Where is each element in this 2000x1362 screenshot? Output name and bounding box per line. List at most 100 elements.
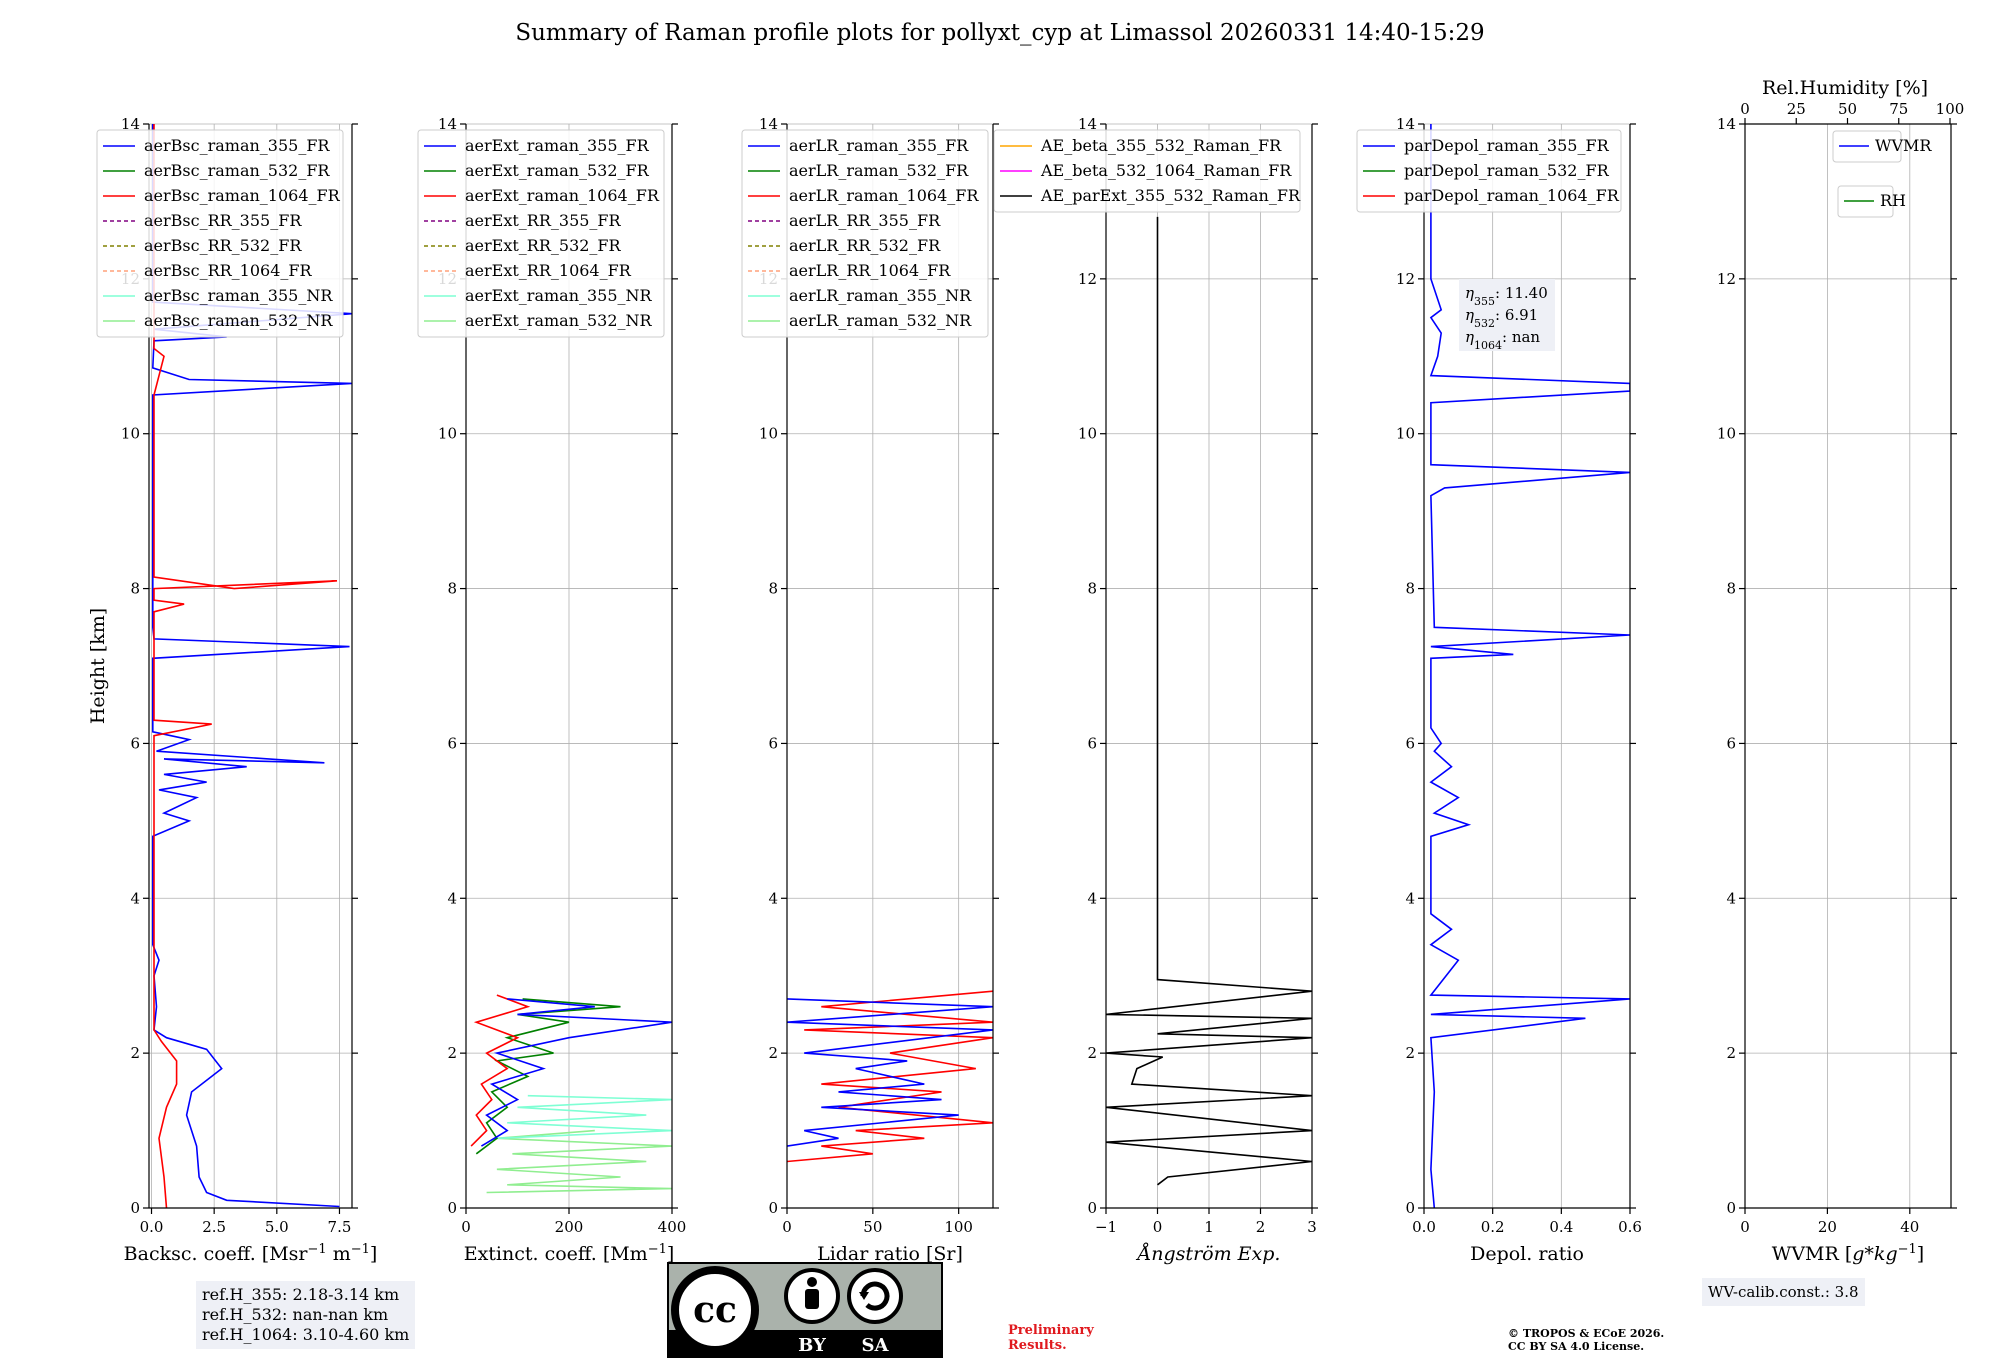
y-tick-label: 8 — [1405, 580, 1415, 598]
top-x-tick-label: 0 — [1740, 100, 1750, 118]
y-tick-label: 14 — [438, 115, 457, 133]
y-tick-label: 14 — [1078, 115, 1097, 133]
y-tick-label: 10 — [1717, 425, 1736, 443]
x-tick-label: 5.0 — [265, 1218, 289, 1236]
y-tick-label: 10 — [438, 425, 457, 443]
y-tick-label: 6 — [1726, 734, 1736, 752]
y-tick-label: 10 — [121, 425, 140, 443]
eta-label: η355: 11.40 — [1465, 284, 1548, 308]
panel-lidar_ratio: 02468101214050100Lidar ratio [Sr]aerLR_r… — [741, 115, 999, 1265]
copyright-line1: © TROPOS & ECoE 2026. — [1508, 1327, 1665, 1340]
x-axis-label: Lidar ratio [Sr] — [817, 1243, 963, 1265]
legend-label: aerBsc_raman_532_FR — [144, 161, 330, 180]
y-tick-label: 12 — [1078, 270, 1097, 288]
y-tick-label: 10 — [1396, 425, 1415, 443]
cc-by-sa-badge: cc BY SA — [667, 1262, 943, 1358]
y-tick-label: 0 — [768, 1199, 778, 1217]
x-tick-label: 0.0 — [140, 1218, 164, 1236]
x-tick-label: 40 — [1900, 1218, 1919, 1236]
y-tick-label: 6 — [1087, 734, 1097, 752]
legend-label: WVMR — [1875, 136, 1932, 155]
series-aerExt_raman_1064_FR — [470, 994, 531, 1147]
badge-sa-label: SA — [862, 1335, 890, 1356]
y-tick-label: 2 — [1405, 1044, 1415, 1062]
legend-label: parDepol_raman_532_FR — [1404, 161, 1610, 180]
x-axis-label: Extinct. coeff. [Mm−1] — [464, 1242, 675, 1266]
x-tick-label: 20 — [1818, 1218, 1837, 1236]
y-tick-label: 8 — [1087, 580, 1097, 598]
x-tick-label: 50 — [863, 1218, 882, 1236]
x-axis-label: WVMR [g*kg−1] — [1772, 1242, 1924, 1266]
y-tick-label: 2 — [1726, 1044, 1736, 1062]
cc-logo-text: cc — [693, 1289, 737, 1331]
y-tick-label: 4 — [1087, 889, 1097, 907]
series-aerBsc_raman_355_FR — [151, 124, 352, 1208]
legend-label: aerExt_raman_355_NR — [465, 286, 653, 305]
ref-height-1064: ref.H_1064: 3.10-4.60 km — [202, 1325, 410, 1344]
copyright-line2: CC BY SA 4.0 License. — [1508, 1340, 1645, 1353]
y-tick-label: 10 — [759, 425, 778, 443]
series-aerLR_raman_355_FR — [787, 998, 993, 1147]
legend-label: aerLR_raman_532_NR — [789, 311, 972, 330]
top-x-tick-label: 25 — [1787, 100, 1806, 118]
x-tick-label: 0.2 — [1481, 1218, 1505, 1236]
panel-extinction: 024681012140200400Extinct. coeff. [Mm−1]… — [417, 115, 686, 1266]
legend-box — [993, 129, 1301, 213]
legend-label: aerLR_raman_532_FR — [789, 161, 969, 180]
eta-label: η532: 6.91 — [1465, 306, 1538, 330]
y-tick-label: 14 — [759, 115, 778, 133]
y-tick-label: 8 — [447, 580, 457, 598]
legend-label: aerExt_raman_1064_FR — [465, 186, 660, 205]
y-tick-label: 6 — [1405, 734, 1415, 752]
legend-label: aerBsc_raman_355_NR — [144, 286, 333, 305]
x-tick-label: 100 — [944, 1218, 973, 1236]
legend-label: aerExt_raman_532_NR — [465, 311, 653, 330]
legend-label: aerBsc_RR_355_FR — [144, 211, 302, 230]
preliminary-line1: Preliminary — [1008, 1323, 1094, 1338]
legend-label: aerLR_RR_355_FR — [789, 211, 941, 230]
legend-label: aerExt_raman_355_FR — [465, 136, 650, 155]
legend-box — [417, 129, 665, 338]
legend-label: aerLR_raman_355_NR — [789, 286, 972, 305]
legend-label: aerExt_RR_1064_FR — [465, 261, 632, 280]
x-axis-label: Depol. ratio — [1470, 1243, 1584, 1265]
x-axis-label: Backsc. coeff. [Msr−1 m−1] — [124, 1242, 378, 1266]
y-tick-label: 4 — [1726, 889, 1736, 907]
y-tick-label: 4 — [1405, 889, 1415, 907]
figure-title: Summary of Raman profile plots for polly… — [515, 20, 1485, 46]
legend-label: RH — [1880, 191, 1906, 210]
top-x-tick-label: 75 — [1889, 100, 1908, 118]
copyright-note: © TROPOS & ECoE 2026. CC BY SA 4.0 Licen… — [1508, 1327, 1664, 1353]
x-tick-label: 0 — [1153, 1218, 1163, 1236]
legend-label: AE_beta_532_1064_Raman_FR — [1040, 161, 1292, 180]
series-aerBsc_raman_1064_FR — [153, 124, 338, 1208]
y-tick-label: 0 — [1405, 1199, 1415, 1217]
y-tick-label: 14 — [1717, 115, 1736, 133]
legend-label: aerBsc_RR_532_FR — [144, 236, 302, 255]
x-tick-label: −1 — [1095, 1218, 1117, 1236]
legend-label: AE_parExt_355_532_Raman_FR — [1040, 186, 1301, 205]
x-tick-label: 0.6 — [1618, 1218, 1642, 1236]
y-tick-label: 0 — [447, 1199, 457, 1217]
legend-label: aerExt_RR_355_FR — [465, 211, 622, 230]
x-tick-label: 0 — [1740, 1218, 1750, 1236]
y-tick-label: 0 — [1087, 1199, 1097, 1217]
legend-label: aerBsc_raman_355_FR — [144, 136, 330, 155]
y-tick-label: 2 — [130, 1044, 140, 1062]
eta-box — [1459, 279, 1555, 351]
legend-label: aerBsc_RR_1064_FR — [144, 261, 313, 280]
legend-label: parDepol_raman_355_FR — [1404, 136, 1610, 155]
x-tick-label: 2 — [1256, 1218, 1266, 1236]
y-tick-label: 6 — [768, 734, 778, 752]
y-tick-label: 0 — [130, 1199, 140, 1217]
preliminary-line2: Results. — [1008, 1338, 1067, 1353]
y-tick-label: 2 — [1087, 1044, 1097, 1062]
y-tick-label: 2 — [447, 1044, 457, 1062]
x-tick-label: 2.5 — [202, 1218, 226, 1236]
y-tick-label: 6 — [447, 734, 457, 752]
x-tick-label: 3 — [1307, 1218, 1317, 1236]
x-tick-label: 0 — [782, 1218, 792, 1236]
